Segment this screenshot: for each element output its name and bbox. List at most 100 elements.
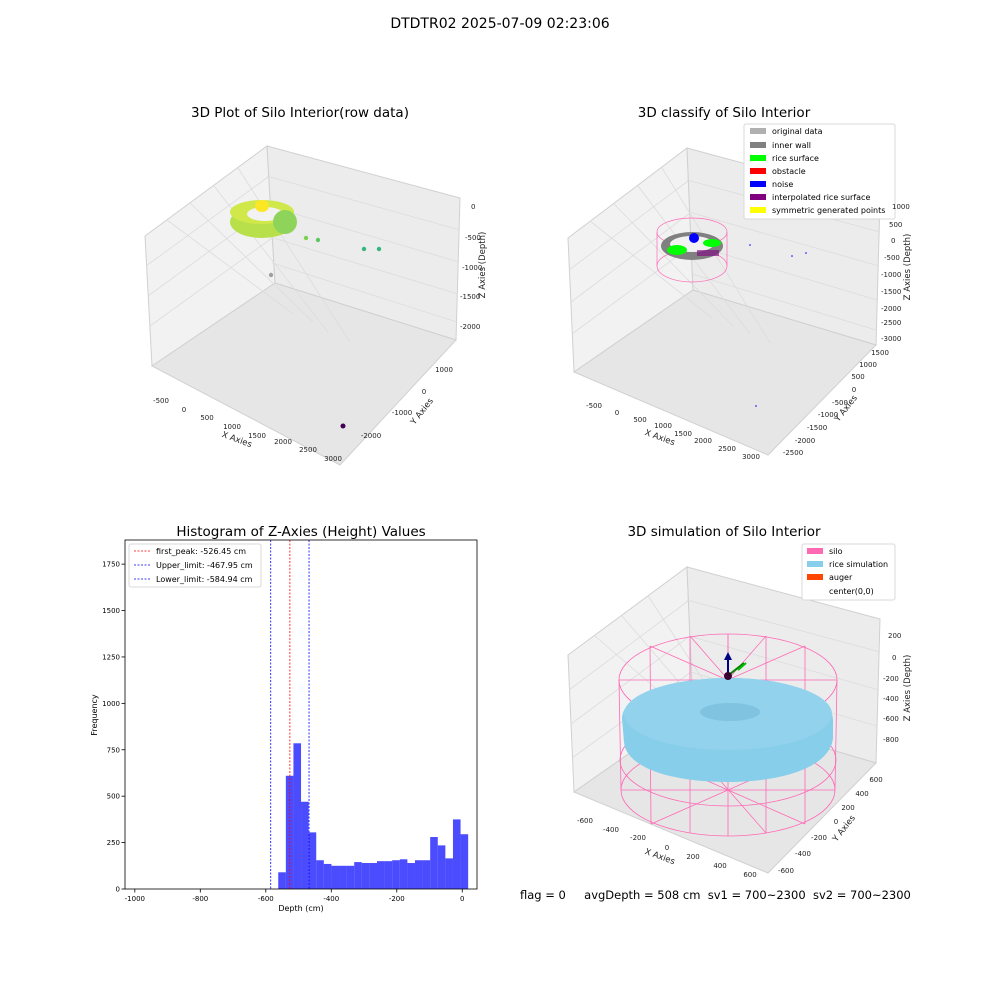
legend-label: rice surface [772,154,819,163]
pane-floor [572,289,877,456]
status-sv1: sv1 = 700~2300 [707,888,806,902]
noise-cluster [689,233,699,243]
rice-surface-points [667,245,687,255]
z-tick-label: 500 [889,221,902,229]
legend-swatch [750,128,766,134]
legend-label: first_peak: -526.45 cm [156,547,246,556]
y-tick-label: 1000 [435,366,453,374]
z-axis-label: Z Axies (Depth) [478,232,488,299]
histogram-bar [369,863,377,889]
interpolated-rice-surface [697,250,719,256]
legend-frame [128,543,262,588]
panel-3d-classify: 3D classify of Silo Interior [567,105,913,461]
x-tick-label: 1000 [654,422,672,430]
y-tick-label: -1000 [392,409,412,417]
x-tick-label: 0 [665,844,669,852]
z-tick-label: -1500 [881,288,901,296]
y-tick-label: 1250 [102,653,120,661]
noise-point [755,405,757,407]
legend-label: original data [772,127,823,136]
z-tick-label: -1000 [881,271,901,279]
legend-label: noise [772,180,793,189]
z-axis-label: Z Axies (Depth) [903,655,913,722]
histogram-bar [293,743,302,889]
legend-swatch [807,548,823,554]
z-tick-label: -500 [465,234,481,242]
legend-label: inner wall [772,141,811,150]
histogram-frame [124,539,478,890]
noise-point [805,252,807,254]
panel-3d-simulation: 3D simulation of Silo Interior [567,524,913,879]
legend-label: interpolated rice surface [772,193,870,202]
histogram-bar [430,837,438,889]
y-tick-label: 1500 [102,607,120,615]
panel-3d-classify-title: 3D classify of Silo Interior [638,105,811,121]
auger-assembly [724,652,747,680]
legend-label: Upper_limit: -467.95 cm [156,561,253,570]
auger-arrow-head [724,652,732,660]
y-tick-label: 0 [852,386,856,394]
x-axis-label: X Axies [643,428,676,448]
y-tick-label: -500 [832,399,848,407]
histogram-bar [323,863,332,889]
legend-swatch [750,155,766,161]
y-tick-label: 200 [841,804,854,812]
legend-label: center(0,0) [829,587,874,596]
rice-surface-points [703,239,721,247]
panel-3d-raw-title: 3D Plot of Silo Interior(row data) [191,105,409,121]
legend-classify: original data inner wall rice surface ob… [743,123,896,220]
y-tick-label: 500 [851,373,864,381]
z-tick-label: -600 [883,715,899,723]
outlier-point [315,237,321,243]
x-tick-label: 3000 [742,453,760,461]
3d-grid-lines [568,167,881,344]
z-tick-label: -400 [883,695,899,703]
y-tick-label: 500 [107,793,120,801]
z-tick-label: -2500 [881,319,901,327]
x-tick-label: 1000 [223,423,241,431]
z-tick-label: 0 [892,654,896,662]
histogram-bar [376,861,385,889]
y-tick-label: -2000 [795,437,815,445]
y-tick-label: 600 [869,776,882,784]
x-tick-label: 2000 [274,438,292,446]
histogram-bar [301,801,309,889]
histogram-bar [392,860,400,889]
y-tick-label: 1000 [859,361,877,369]
rice-ring-wall [273,210,297,234]
x-tick-label: -200 [630,834,646,842]
legend-swatch [750,207,766,213]
legend-swatch [750,168,766,174]
z-tick-label: -800 [883,736,899,744]
z-tick-label: -3000 [881,335,901,343]
z-tick-label: -500 [884,254,900,262]
rice-simulation-surface [622,678,834,782]
status-avg-depth: avgDepth = 508 cm [584,888,701,902]
y-tick-label: -1500 [807,424,827,432]
rice-ring-highlight [255,200,269,212]
x-tick-label: 500 [200,414,213,422]
y-tick-label: 0 [116,886,120,894]
y-tick-label: -600 [778,867,794,875]
legend-swatch [807,561,823,567]
x-axis-label: X Axies [643,847,676,867]
auger-arm-tip [737,662,747,671]
y-tick-label: 1750 [102,561,120,569]
histogram-y-label: Frequency [90,694,99,736]
x-tick-label: 600 [743,871,756,879]
x-tick-label: 0 [615,409,619,417]
histogram-bar [308,832,317,889]
z-tick-label: 1000 [892,203,910,211]
histogram-bar [422,860,431,889]
outlier-point [361,246,367,252]
x-tick-label: 1500 [674,430,692,438]
histogram-bar [414,860,423,889]
legend-frame [801,543,896,601]
status-line: flag = 0 avgDepth = 508 cm sv1 = 700~230… [520,888,911,902]
histogram-bar [278,872,286,889]
legend-label: Lower_limit: -584.94 cm [156,575,253,584]
y-tick-label: 0 [834,818,838,826]
histogram-bar [339,865,347,889]
y-tick-label: 250 [107,839,120,847]
